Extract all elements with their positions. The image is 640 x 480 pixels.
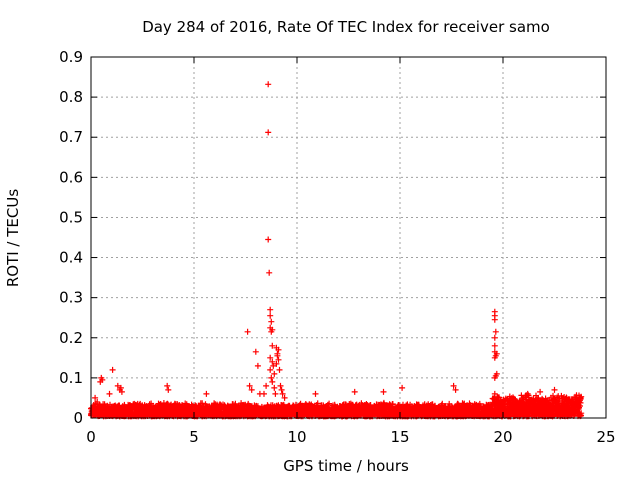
x-tick-label: 0 bbox=[86, 428, 96, 446]
data-point bbox=[248, 386, 255, 393]
points-layer bbox=[88, 81, 585, 420]
data-point bbox=[269, 342, 276, 349]
data-point bbox=[281, 394, 288, 401]
data-point bbox=[278, 386, 285, 393]
data-point bbox=[399, 384, 406, 391]
y-tick-label: 0 bbox=[73, 409, 83, 427]
data-point bbox=[164, 382, 171, 389]
data-point bbox=[389, 401, 396, 407]
data-point bbox=[351, 388, 358, 395]
x-tick-label: 20 bbox=[493, 428, 512, 446]
data-point bbox=[450, 382, 457, 389]
data-point bbox=[274, 352, 281, 359]
data-point bbox=[117, 384, 124, 391]
data-point bbox=[269, 378, 276, 385]
data-point bbox=[269, 326, 276, 333]
data-point bbox=[491, 354, 498, 361]
data-point bbox=[92, 394, 99, 401]
data-point bbox=[246, 382, 253, 389]
data-point bbox=[252, 348, 259, 355]
data-point bbox=[326, 400, 333, 407]
y-tick-label: 0.7 bbox=[59, 128, 83, 146]
data-point bbox=[578, 410, 585, 417]
data-point bbox=[491, 334, 498, 341]
data-point bbox=[269, 358, 276, 365]
y-tick-label: 0.4 bbox=[59, 249, 83, 267]
data-point bbox=[551, 386, 558, 393]
data-point bbox=[261, 390, 267, 397]
data-point bbox=[452, 386, 459, 393]
data-point bbox=[94, 399, 101, 405]
data-point bbox=[271, 370, 278, 377]
grid-layer bbox=[91, 57, 606, 418]
data-point bbox=[118, 388, 125, 395]
x-tick-label: 10 bbox=[287, 428, 306, 446]
y-tick-label: 0.2 bbox=[59, 329, 83, 347]
data-point bbox=[270, 362, 277, 369]
data-point bbox=[572, 394, 579, 401]
data-point bbox=[265, 81, 272, 88]
x-tick-label: 25 bbox=[596, 428, 615, 446]
data-point bbox=[275, 346, 282, 353]
data-point bbox=[312, 390, 319, 397]
data-point bbox=[106, 390, 113, 397]
y-tick-label: 0.1 bbox=[59, 369, 83, 387]
data-point bbox=[263, 382, 270, 389]
data-point bbox=[165, 386, 172, 393]
data-point bbox=[267, 366, 274, 373]
data-point bbox=[114, 382, 121, 389]
data-point bbox=[491, 390, 498, 397]
data-point bbox=[265, 129, 272, 136]
data-point bbox=[109, 366, 116, 373]
data-point bbox=[491, 342, 498, 349]
data-point bbox=[273, 360, 280, 367]
y-tick-label: 0.5 bbox=[59, 208, 83, 226]
plot-frame bbox=[90, 56, 607, 419]
x-tick-label: 15 bbox=[390, 428, 409, 446]
data-point bbox=[99, 376, 106, 383]
data-point bbox=[268, 374, 275, 381]
data-point bbox=[537, 388, 544, 395]
y-tick-label: 0.3 bbox=[59, 289, 83, 307]
data-point bbox=[491, 316, 498, 323]
data-point bbox=[244, 328, 251, 335]
x-axis-label: GPS time / hours bbox=[283, 457, 409, 475]
data-point bbox=[275, 356, 282, 363]
data-point bbox=[268, 318, 275, 325]
data-point bbox=[254, 362, 261, 369]
data-point bbox=[272, 390, 279, 397]
axes-layer: 0 5 10 15 20 25 0 0.1 0.2 0.3 0.4 0.5 0.6 0.7 0.8 0.9 bbox=[59, 48, 615, 446]
data-point bbox=[266, 269, 273, 276]
data-point bbox=[279, 390, 286, 397]
data-point bbox=[265, 236, 272, 243]
data-point bbox=[267, 354, 274, 361]
data-point bbox=[271, 384, 278, 391]
chart-title: Day 284 of 2016, Rate Of TEC Index for r… bbox=[142, 18, 550, 36]
data-point bbox=[314, 400, 321, 407]
data-point bbox=[267, 306, 274, 313]
data-point bbox=[276, 366, 283, 373]
data-point bbox=[578, 393, 585, 400]
data-point bbox=[524, 390, 531, 397]
data-point bbox=[380, 388, 387, 395]
data-point bbox=[550, 392, 556, 399]
data-point bbox=[199, 400, 206, 407]
y-tick-label: 0.8 bbox=[59, 88, 83, 106]
data-point bbox=[277, 382, 284, 389]
y-tick-label: 0.9 bbox=[59, 48, 83, 66]
y-tick-label: 0.6 bbox=[59, 168, 83, 186]
data-point bbox=[267, 312, 274, 319]
data-point bbox=[492, 328, 499, 335]
data-point bbox=[203, 390, 210, 397]
y-axis-label: ROTI / TECUs bbox=[4, 189, 22, 287]
data-point bbox=[493, 370, 500, 377]
x-tick-label: 5 bbox=[189, 428, 199, 446]
